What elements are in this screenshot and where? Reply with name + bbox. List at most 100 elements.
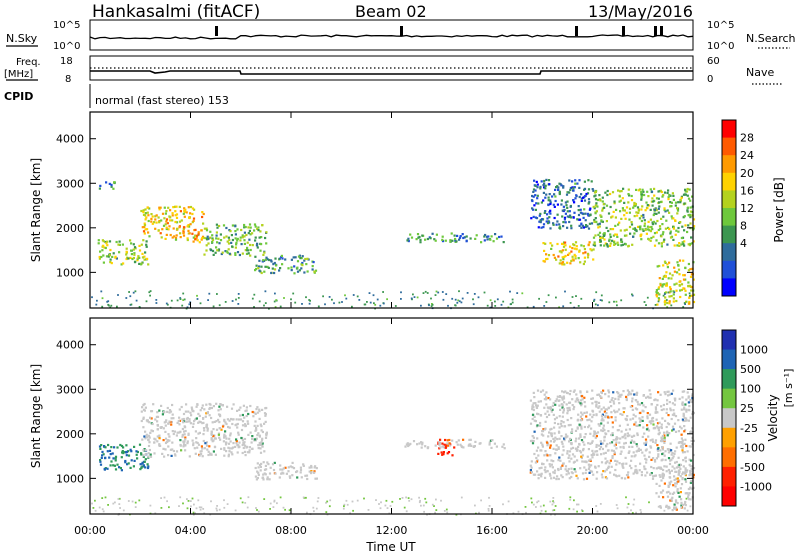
power-echo-cell (314, 269, 318, 272)
velocity-colorbar-swatch (722, 369, 736, 390)
velocity-echo-cell (585, 477, 589, 480)
power-echo-cell (676, 244, 679, 247)
power-echo-cell (661, 195, 664, 198)
power-echo-cell (640, 194, 643, 197)
velocity-echo-cell (162, 427, 165, 430)
power-echo-cell (651, 223, 654, 226)
power-echo-cell (565, 204, 568, 207)
velocity-echo-cell (682, 471, 685, 474)
velocity-echo-cell (603, 429, 606, 432)
power-echo-cell (539, 219, 542, 222)
velocity-echo-cell (563, 439, 566, 442)
power-echo-cell (194, 228, 197, 231)
velocity-colorbar-swatch (722, 408, 736, 429)
power-echo-cell (640, 191, 643, 194)
velocity-echo-cell (661, 475, 664, 478)
velocity-echo-cell (672, 484, 675, 487)
power-echo-cell (216, 249, 219, 252)
power-echo-ground-cell (502, 300, 505, 303)
power-colorbar-tick: 16 (740, 184, 754, 197)
velocity-echo-cell (673, 403, 676, 406)
velocity-echo-ground-cell (576, 510, 578, 513)
velocity-echo-cell (253, 424, 256, 427)
velocity-echo-cell (571, 428, 574, 431)
power-echo-cell (684, 289, 687, 292)
power-echo-cell (485, 235, 489, 238)
power-colorbar-frame (721, 119, 737, 297)
power-echo-ground-cell (489, 299, 492, 302)
velocity-echo-cell (549, 465, 552, 468)
velocity-echo-cell (590, 397, 593, 400)
power-echo-cell (187, 229, 190, 232)
power-echo-cell (623, 214, 626, 217)
velocity-echo-cell (279, 464, 282, 467)
velocity-echo-cell (147, 439, 150, 442)
velocity-echo-cell (613, 409, 616, 412)
power-echo-cell (571, 180, 574, 183)
power-echo-cell (602, 234, 606, 237)
velocity-echo-ground-cell (537, 500, 540, 503)
power-echo-cell (660, 190, 663, 194)
velocity-echo-cell (619, 395, 622, 398)
velocity-echo-cell (668, 462, 672, 466)
velocity-echo-ground-cell (507, 500, 510, 503)
velocity-echo-cell (615, 447, 618, 450)
velocity-echo-cell (675, 466, 679, 469)
power-echo-cell (651, 197, 654, 200)
velocity-echo-cell (242, 446, 245, 450)
velocity-echo-cell (611, 433, 614, 437)
velocity-echo-cell (143, 435, 146, 438)
power-echo-cell (215, 234, 218, 237)
power-echo-cell (653, 244, 657, 247)
velocity-echo-cell (604, 462, 607, 465)
velocity-echo-cell (437, 452, 440, 455)
power-echo-cell (191, 212, 194, 216)
power-echo-cell (554, 195, 557, 198)
velocity-echo-cell (263, 450, 266, 453)
velocity-echo-cell (568, 437, 572, 440)
velocity-echo-cell (563, 391, 566, 394)
power-echo-cell (549, 202, 552, 206)
velocity-echo-cell (144, 452, 147, 456)
velocity-echo-ground-cell (488, 496, 490, 499)
power-echo-ground-cell (165, 302, 168, 305)
velocity-echo-cell (571, 446, 575, 449)
noise-spike-0 (215, 26, 218, 36)
power-echo-cell (178, 226, 181, 229)
velocity-echo-cell (689, 481, 692, 484)
velocity-echo-cell (674, 415, 678, 418)
power-echo-cell (673, 266, 676, 269)
velocity-echo-cell (558, 415, 561, 418)
velocity-echo-cell (257, 471, 260, 474)
velocity-echo-cell (654, 439, 658, 442)
power-echo-cell (617, 243, 620, 246)
power-echo-cell (97, 239, 100, 242)
power-echo-cell (668, 211, 671, 214)
power-echo-cell (687, 284, 690, 288)
velocity-echo-ground-cell (549, 500, 552, 503)
velocity-echo-cell (599, 440, 602, 443)
power-echo-cell (621, 243, 625, 246)
velocity-echo-cell (570, 457, 573, 460)
velocity-echo-cell (634, 399, 637, 402)
velocity-echo-cell (656, 444, 659, 447)
power-echo-cell (256, 246, 259, 249)
power-echo-cell (611, 239, 614, 242)
power-echo-cell (580, 226, 583, 229)
velocity-echo-ground-cell (633, 498, 636, 501)
velocity-echo-cell (628, 390, 631, 394)
velocity-echo-cell (244, 425, 247, 428)
power-echo-cell (144, 218, 147, 221)
power-echo-cell (236, 228, 239, 231)
velocity-echo-ground-cell (626, 506, 629, 509)
velocity-echo-cell (598, 424, 601, 427)
noise-spike-4 (654, 26, 657, 36)
velocity-echo-cell (247, 412, 250, 416)
velocity-echo-cell (231, 453, 234, 456)
power-echo-cell (260, 243, 263, 246)
power-echo-cell (549, 209, 552, 212)
velocity-echo-cell (240, 428, 244, 432)
velocity-echo-cell (254, 429, 257, 432)
power-echo-cell (192, 219, 195, 222)
